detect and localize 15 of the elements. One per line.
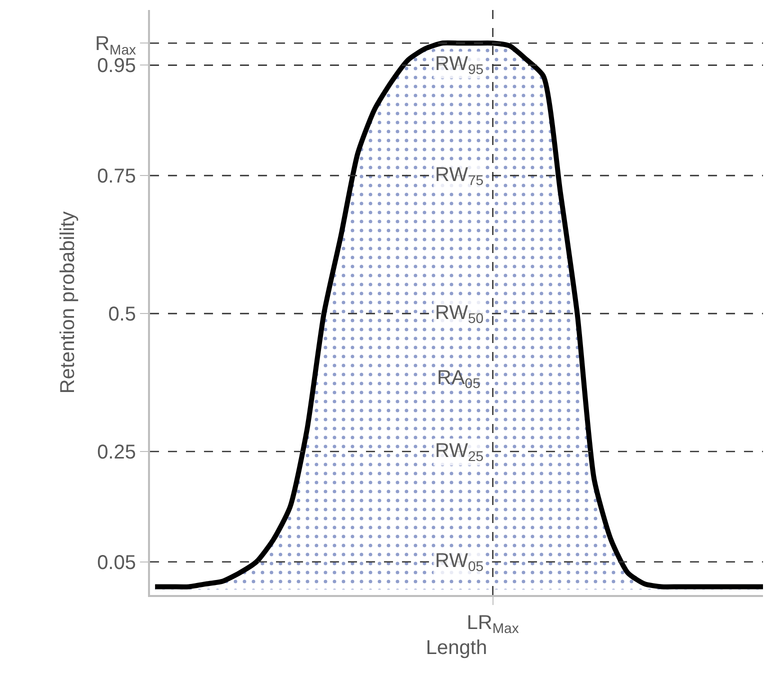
y-tick-label: 0.25 — [97, 442, 136, 464]
annotation: RA$_{05}$ — [437, 367, 481, 392]
y-tick-label: 0.05 — [97, 552, 136, 574]
x-tick-label: LR$_{Max}$ — [466, 612, 519, 636]
ref-line-label: RW$_{05}$ — [435, 550, 484, 574]
y-axis-title: Retention probability — [57, 211, 80, 394]
y-tick-label: 0.75 — [97, 166, 136, 188]
y-tick-label: 0.95 — [97, 55, 136, 78]
ref-line-label: RW$_{75}$ — [435, 164, 484, 188]
y-tick-label: R$_{Max}$ — [95, 33, 136, 58]
ref-line-label: RW$_{95}$ — [435, 53, 484, 78]
ref-line-label: RW$_{25}$ — [435, 440, 484, 464]
x-axis-title: Length — [426, 637, 488, 660]
y-tick-label: 0.5 — [108, 304, 136, 326]
ref-line-label: RW$_{50}$ — [435, 302, 484, 326]
